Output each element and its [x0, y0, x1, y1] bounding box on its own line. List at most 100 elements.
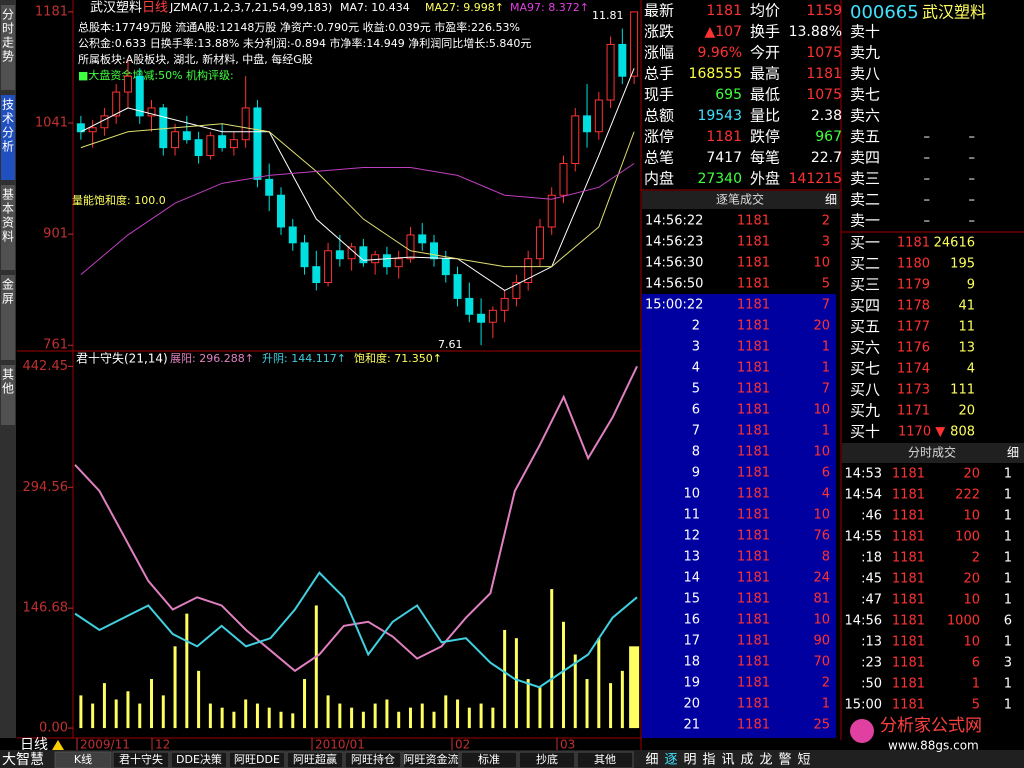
candle-body [571, 115, 580, 164]
stock-name: 武汉塑料 [922, 3, 986, 22]
bid-price: 1176 [897, 341, 930, 356]
bid-volume: 24616 [934, 236, 975, 251]
side-tab-label[interactable]: 料 [2, 230, 14, 244]
tab[interactable] [518, 751, 576, 768]
side-tab-label[interactable]: 术 [2, 112, 14, 126]
tick-price: 1181 [737, 277, 770, 292]
side-tab-label[interactable]: 时 [2, 22, 14, 36]
tab-label[interactable]: 阿旺持仓 [351, 752, 395, 766]
tab-label[interactable]: 其他 [594, 753, 616, 766]
side-tab[interactable] [1, 5, 15, 90]
tab-label[interactable]: DDE决策 [176, 752, 222, 766]
sale-volume: 6 [972, 656, 980, 671]
side-tab-label[interactable]: 技 [2, 98, 14, 112]
bar [279, 711, 283, 729]
panel-tab[interactable]: 指 [702, 753, 715, 768]
sale-time: :45 [861, 572, 882, 587]
side-tab[interactable] [1, 95, 15, 180]
side-tab-label[interactable]: 分 [2, 8, 14, 22]
tab-label[interactable]: 阿旺超赢 [293, 752, 337, 766]
candle-body [630, 11, 639, 77]
bid-price: 1170 ▼ [898, 425, 945, 440]
side-tab-label[interactable]: 屏 [2, 292, 14, 306]
ma-line [80, 123, 635, 268]
sale-price: 1181 [892, 635, 925, 650]
side-tab-label[interactable]: 基 [2, 188, 14, 202]
panel-tab[interactable]: 成 [740, 753, 753, 768]
tab[interactable] [576, 751, 634, 768]
tab-label[interactable]: 阿旺DDE [234, 753, 280, 766]
side-tab-label[interactable]: 势 [2, 50, 14, 64]
tick-price: 1181 [737, 718, 770, 733]
tick-volume: 10 [813, 403, 830, 418]
side-tab-label[interactable]: 资 [2, 216, 14, 230]
tab[interactable] [112, 751, 170, 768]
side-tab[interactable] [1, 185, 15, 270]
ma27-value: MA27: 9.998↑ [425, 1, 504, 14]
tick-volume: 5 [822, 277, 830, 292]
tab-label[interactable]: 君十守失 [119, 752, 163, 766]
side-tab-label[interactable]: 其 [2, 368, 14, 382]
sale-price: 1181 [892, 656, 925, 671]
bar [350, 707, 354, 729]
detail-button[interactable]: 细 [825, 193, 837, 207]
tick-time: 3 [692, 340, 700, 355]
tab-label[interactable]: 抄底 [536, 752, 558, 766]
sale-count: 1 [1004, 572, 1012, 587]
side-tab-label[interactable]: 本 [2, 202, 14, 216]
side-tab-label[interactable]: 走 [2, 36, 14, 50]
tab-label[interactable]: 标准 [478, 752, 500, 766]
panel-tab[interactable]: 明 [683, 753, 696, 768]
ask-price: – [924, 172, 931, 187]
panel-tab[interactable]: 细 [645, 753, 658, 768]
tick-price: 1181 [737, 256, 770, 271]
panel-tab[interactable]: 讯 [721, 753, 734, 768]
tab[interactable] [402, 751, 460, 768]
side-tab-label[interactable]: 他 [2, 382, 14, 396]
sale-time: 14:54 [845, 488, 882, 503]
side-tab-label[interactable]: 分 [2, 126, 14, 140]
tab-label[interactable]: 阿旺资金流 [404, 752, 459, 766]
sale-volume: 222 [955, 488, 980, 503]
ask-label: 卖十 [850, 23, 880, 41]
period-tab[interactable]: 日线 [20, 737, 48, 753]
bar [150, 679, 154, 729]
tick-price: 1181 [737, 508, 770, 523]
tick-volume: 10 [813, 508, 830, 523]
tab[interactable] [170, 751, 228, 768]
side-tab-label[interactable]: 金 [2, 277, 14, 292]
side-tab-label[interactable]: 析 [2, 140, 14, 154]
bar [373, 703, 377, 729]
y-tick-label: 146.68 [23, 601, 69, 616]
bid-volume: 41 [958, 299, 975, 314]
tick-time: 8 [692, 445, 700, 460]
formula: JZMA(7,1,2,3,7,21,54,99,183) [169, 1, 332, 14]
panel-tab[interactable]: 短 [797, 753, 810, 768]
tick-price: 1181 [737, 424, 770, 439]
sale-count: 1 [1004, 509, 1012, 524]
tab[interactable] [286, 751, 344, 768]
quote-value: 1075 [806, 45, 842, 61]
y-tick-label: 294.56 [23, 480, 69, 495]
quote-value: 1181 [706, 129, 742, 145]
ask-label: 卖六 [850, 107, 880, 125]
tab[interactable] [344, 751, 402, 768]
panel-tab[interactable]: 警 [778, 752, 791, 768]
panel-title: 逐笔成交 [716, 192, 764, 207]
tab-label[interactable]: K线 [74, 752, 92, 766]
bar [585, 679, 589, 729]
tab[interactable] [460, 751, 518, 768]
tick-price: 1181 [737, 298, 770, 313]
side-tab[interactable] [1, 275, 15, 360]
panel-tab[interactable]: 龙 [759, 753, 772, 768]
tab[interactable] [54, 751, 112, 768]
sale-volume: 2 [972, 551, 980, 566]
panel-tab[interactable]: 逐 [664, 753, 677, 768]
sale-count: 1 [1004, 635, 1012, 650]
tick-volume: 1 [822, 697, 830, 712]
ask-volume: – [969, 193, 976, 208]
detail-button[interactable]: 细 [1007, 446, 1019, 460]
bid-label: 买七 [850, 360, 880, 378]
tab[interactable] [228, 751, 286, 768]
side-tab[interactable] [1, 365, 15, 425]
